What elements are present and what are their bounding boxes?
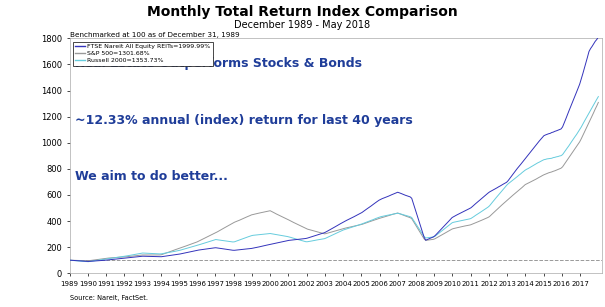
Text: We aim to do better...: We aim to do better...	[75, 170, 227, 183]
Legend: FTSE Nareit All Equity REITs=1999.99%, S&P 500=1301.68%, Russell 2000=1353.73%: FTSE Nareit All Equity REITs=1999.99%, S…	[73, 41, 213, 66]
Text: Monthly Total Return Index Comparison: Monthly Total Return Index Comparison	[147, 5, 458, 19]
Text: Real Estate Outperforms Stocks & Bonds: Real Estate Outperforms Stocks & Bonds	[75, 57, 362, 70]
Text: ~12.33% annual (index) return for last 40 years: ~12.33% annual (index) return for last 4…	[75, 114, 413, 126]
Text: Benchmarked at 100 as of December 31, 1989: Benchmarked at 100 as of December 31, 19…	[70, 32, 239, 38]
Text: Source: Nareit, FactSet.: Source: Nareit, FactSet.	[70, 295, 148, 301]
Text: December 1989 - May 2018: December 1989 - May 2018	[235, 20, 370, 30]
